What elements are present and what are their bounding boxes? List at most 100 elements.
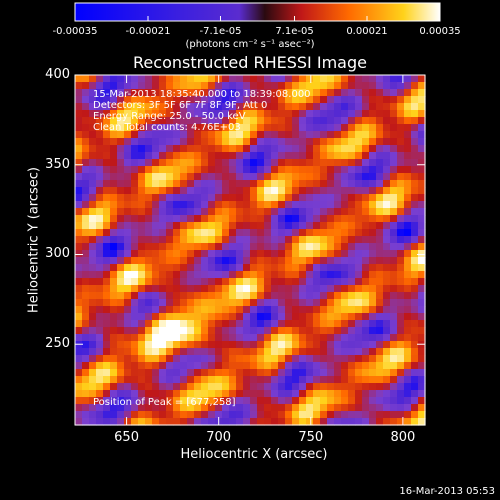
heatmap-cell (348, 215, 356, 223)
heatmap-cell (208, 180, 216, 188)
heatmap-cell (243, 271, 251, 279)
heatmap-cell (243, 82, 251, 90)
heatmap-cell (194, 159, 202, 167)
heatmap-cell (418, 208, 426, 216)
heatmap-cell (327, 418, 335, 426)
heatmap-cell (166, 348, 174, 356)
heatmap-cell (117, 82, 125, 90)
heatmap-cell (278, 383, 286, 391)
heatmap-cell (194, 348, 202, 356)
heatmap-cell (103, 320, 111, 328)
heatmap-cell (404, 222, 412, 230)
heatmap-cell (285, 341, 293, 349)
heatmap-cell (215, 383, 223, 391)
heatmap-cell (334, 229, 342, 237)
heatmap-cell (334, 418, 342, 426)
heatmap-cell (236, 341, 244, 349)
heatmap-cell (201, 362, 209, 370)
heatmap-cell (362, 285, 370, 293)
heatmap-cell (236, 348, 244, 356)
heatmap-cell (362, 250, 370, 258)
heatmap-cell (89, 236, 97, 244)
heatmap-cell (180, 306, 188, 314)
heatmap-cell (194, 222, 202, 230)
heatmap-cell (320, 278, 328, 286)
heatmap-cell (152, 201, 160, 209)
heatmap-cell (348, 110, 356, 118)
heatmap-cell (306, 187, 314, 195)
heatmap-cell (313, 103, 321, 111)
heatmap-cell (82, 229, 90, 237)
heatmap-cell (152, 306, 160, 314)
heatmap-cell (341, 411, 349, 419)
heatmap-cell (418, 369, 426, 377)
heatmap-cell (208, 201, 216, 209)
heatmap-cell (376, 166, 384, 174)
heatmap-cell (229, 320, 237, 328)
heatmap-cell (173, 236, 181, 244)
heatmap-cell (222, 229, 230, 237)
heatmap-cell (229, 285, 237, 293)
heatmap-cell (292, 404, 300, 412)
heatmap-cell (257, 285, 265, 293)
heatmap-cell (278, 334, 286, 342)
heatmap-cell (250, 145, 258, 153)
heatmap-cell (369, 369, 377, 377)
heatmap-cell (390, 362, 398, 370)
heatmap-cell (180, 229, 188, 237)
heatmap-cell (418, 320, 426, 328)
heatmap-cell (159, 131, 167, 139)
heatmap-cell (355, 236, 363, 244)
heatmap-cell (124, 264, 132, 272)
heatmap-cell (369, 110, 377, 118)
heatmap-cell (411, 404, 419, 412)
heatmap-cell (418, 383, 426, 391)
heatmap-cell (96, 313, 104, 321)
heatmap-cell (103, 327, 111, 335)
heatmap-cell (250, 166, 258, 174)
heatmap-cell (201, 201, 209, 209)
heatmap-cell (187, 320, 195, 328)
heatmap-cell (152, 362, 160, 370)
heatmap-cell (152, 96, 160, 104)
heatmap-cell (110, 334, 118, 342)
heatmap-cell (243, 159, 251, 167)
heatmap-cell (341, 75, 349, 83)
heatmap-cell (411, 215, 419, 223)
heatmap-cell (180, 152, 188, 160)
heatmap-cell (89, 229, 97, 237)
heatmap-cell (110, 110, 118, 118)
heatmap-cell (404, 201, 412, 209)
heatmap-cell (208, 222, 216, 230)
heatmap-cell (411, 152, 419, 160)
heatmap-cell (278, 159, 286, 167)
heatmap-cell (75, 208, 83, 216)
heatmap-cell (306, 334, 314, 342)
heatmap-cell (138, 313, 146, 321)
heatmap-cell (159, 194, 167, 202)
heatmap-cell (201, 418, 209, 426)
heatmap-cell (243, 348, 251, 356)
heatmap-cell (411, 103, 419, 111)
heatmap-cell (187, 369, 195, 377)
heatmap-cell (208, 362, 216, 370)
heatmap-cell (271, 264, 279, 272)
heatmap-cell (285, 404, 293, 412)
heatmap-cell (271, 271, 279, 279)
heatmap-cell (292, 215, 300, 223)
heatmap-cell (390, 194, 398, 202)
heatmap-cell (117, 243, 125, 251)
heatmap-cell (264, 313, 272, 321)
heatmap-cell (75, 236, 83, 244)
heatmap-cell (397, 383, 405, 391)
heatmap-cell (103, 145, 111, 153)
heatmap-cell (152, 390, 160, 398)
heatmap-cell (334, 236, 342, 244)
annotation-counts: Clean Total counts: 4.76E+03 (93, 122, 241, 133)
heatmap-cell (271, 180, 279, 188)
heatmap-cell (194, 208, 202, 216)
heatmap-cell (264, 208, 272, 216)
heatmap-cell (243, 243, 251, 251)
heatmap-cell (103, 383, 111, 391)
